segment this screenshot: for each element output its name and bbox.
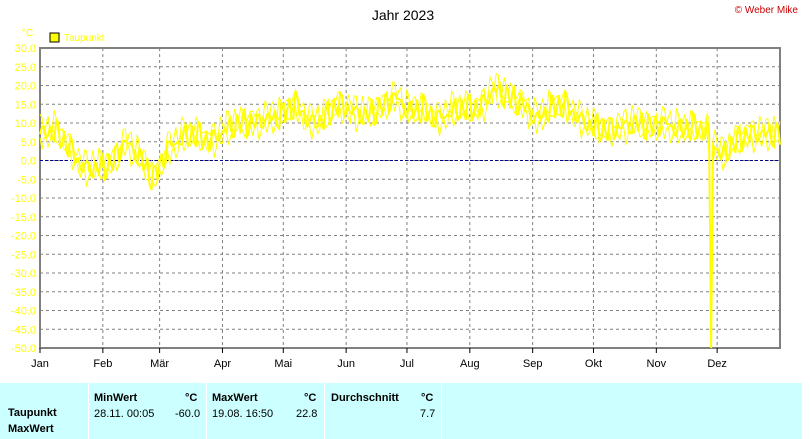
statistics-panel: Taupunkt MaxWert MinWert °C 28.11. 00:05… <box>0 383 802 439</box>
y-tick-label: -25.0 <box>11 249 36 261</box>
stats-row-maxwert: MaxWert <box>8 423 54 435</box>
y-tick-label: -10.0 <box>11 193 36 205</box>
y-axis-unit: °C <box>22 28 33 39</box>
stats-divider <box>441 383 442 439</box>
series-line-taupunkt <box>39 72 781 349</box>
y-tick-label: -20.0 <box>11 231 36 243</box>
x-tick-label: Mär <box>150 358 169 370</box>
series-layer <box>39 72 781 349</box>
x-tick-label: Mai <box>274 358 292 370</box>
x-tick-label: Apr <box>214 358 231 370</box>
x-tick-label: Dez <box>707 358 727 370</box>
y-tick-label: -30.0 <box>11 268 36 280</box>
y-tick-label: 0.0 <box>21 156 36 168</box>
avg-unit: °C <box>421 392 434 404</box>
y-tick-label: -45.0 <box>11 324 36 336</box>
chart-title: Jahr 2023 <box>372 7 434 23</box>
x-tick-label: Jun <box>337 358 355 370</box>
copyright-text: © Weber Mike <box>735 5 799 16</box>
y-tick-label: 10.0 <box>15 118 36 130</box>
y-tick-label: 20.0 <box>15 81 36 93</box>
min-value: -60.0 <box>175 408 201 420</box>
min-unit: °C <box>185 392 198 404</box>
avg-header: Durchschnitt <box>331 392 399 404</box>
y-tick-label: -5.0 <box>17 174 36 186</box>
max-header: MaxWert <box>212 392 258 404</box>
legend-swatch <box>49 32 60 43</box>
x-tick-label: Feb <box>93 358 112 370</box>
stats-divider <box>324 383 325 439</box>
min-time: 28.11. 00:05 <box>94 408 155 420</box>
x-tick-label: Okt <box>585 358 602 370</box>
legend-label: Taupunkt <box>64 33 105 44</box>
stats-divider <box>88 383 89 439</box>
y-tick-label: -15.0 <box>11 212 36 224</box>
stats-divider <box>206 383 207 439</box>
y-tick-label: -50.0 <box>11 343 36 355</box>
y-tick-label: 5.0 <box>21 137 36 149</box>
y-tick-label: -40.0 <box>11 306 36 318</box>
x-tick-label: Aug <box>460 358 480 370</box>
min-header: MinWert <box>94 392 138 404</box>
x-tick-label: Jan <box>31 358 49 370</box>
y-tick-label: 25.0 <box>15 62 36 74</box>
stats-row-taupunkt: Taupunkt <box>8 407 57 419</box>
dewpoint-year-chart: Jahr 2023 © Weber Mike °C Taupunkt 30.0 2… <box>11 5 799 370</box>
y-tick-label: 15.0 <box>15 99 36 111</box>
axes: 30.0 25.0 20.0 15.0 10.0 5.0 0.0 -5.0 -10.0 -15.0… <box>11 43 727 370</box>
y-tick-label: 30.0 <box>15 43 36 55</box>
x-tick-label: Jul <box>400 358 414 370</box>
x-tick-label: Sep <box>523 358 543 370</box>
series-line-taupunkt <box>39 87 781 349</box>
max-unit: °C <box>304 392 317 404</box>
max-time: 19.08. 16:50 <box>212 408 274 420</box>
x-tick-label: Nov <box>647 358 667 370</box>
avg-value: 7.7 <box>420 408 436 420</box>
y-tick-label: -35.0 <box>11 287 36 299</box>
max-value: 22.8 <box>296 408 318 420</box>
